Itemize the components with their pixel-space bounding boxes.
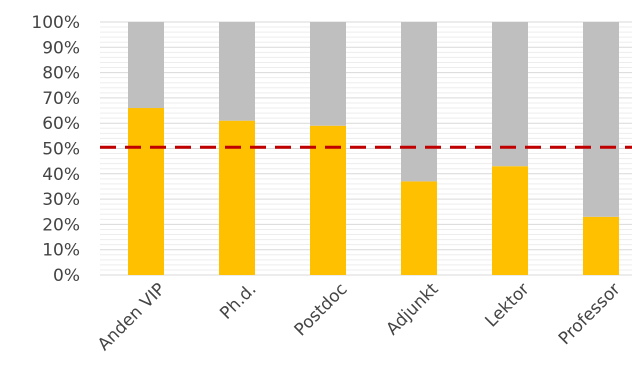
bar-segment-primary (583, 216, 619, 275)
x-category-label: Lektor (482, 279, 534, 331)
bar-segment-remainder (401, 22, 437, 182)
y-axis-tick-labels: 0% 10% 20% 30% 40% 50% 60% 70% 80% 90% 100% (31, 13, 80, 286)
bar-segment-remainder (492, 22, 528, 167)
y-tick-label: 50% (42, 140, 80, 160)
y-tick-label: 10% (42, 241, 80, 261)
y-tick-label: 40% (42, 165, 80, 185)
x-category-label: Adjunkt (382, 279, 442, 339)
y-tick-label: 30% (42, 190, 80, 210)
y-tick-label: 100% (31, 13, 80, 33)
y-tick-label: 0% (53, 266, 80, 286)
x-category-label: Ph.d. (216, 279, 260, 323)
bar-segment-remainder (128, 22, 164, 109)
y-tick-label: 20% (42, 215, 80, 235)
y-tick-label: 60% (42, 114, 80, 134)
gridlines (100, 21, 632, 276)
y-tick-label: 80% (42, 64, 80, 84)
bar-segment-primary (219, 120, 255, 275)
bar-segment-primary (310, 125, 346, 275)
bar-segment-remainder (583, 22, 619, 217)
x-axis-category-labels: Anden VIP Ph.d. Postdoc Adjunkt Lektor Profes… (94, 279, 624, 355)
x-category-label: Postdoc (291, 279, 352, 340)
bar-segment-remainder (219, 22, 255, 121)
x-category-label: Professor (555, 279, 625, 349)
bars (128, 22, 619, 276)
y-tick-label: 70% (42, 89, 80, 109)
bar-segment-remainder (310, 22, 346, 126)
bar-segment-primary (492, 166, 528, 275)
x-category-label: Anden VIP (94, 279, 169, 354)
bar-segment-primary (401, 181, 437, 275)
bar-segment-primary (128, 108, 164, 276)
y-tick-label: 90% (42, 38, 80, 58)
